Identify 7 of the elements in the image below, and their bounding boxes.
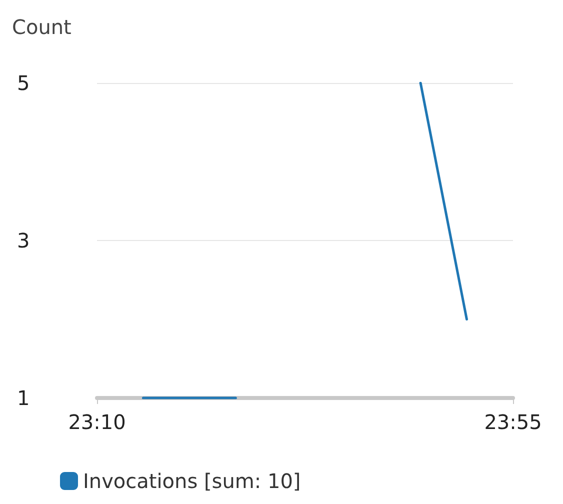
x-tick-label: 23:10 xyxy=(68,410,126,434)
legend-label: Invocations [sum: 10] xyxy=(83,469,301,493)
y-tick-label: 3 xyxy=(17,228,30,252)
y-tick-label: 1 xyxy=(17,386,30,410)
y-axis-title: Count xyxy=(12,15,72,39)
y-tick-label: 5 xyxy=(17,71,30,95)
x-tick-label: 23:55 xyxy=(484,410,542,434)
